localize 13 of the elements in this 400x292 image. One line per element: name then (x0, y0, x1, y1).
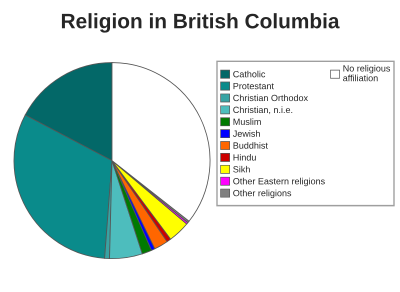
chart-title: Religion in British Columbia (62, 13, 340, 33)
legend-label: Sikh (233, 166, 250, 173)
legend-label: Catholic (233, 70, 266, 78)
legend-label: No religious affiliation (343, 64, 390, 82)
legend-label: Other religions (233, 190, 292, 198)
legend-label: Jewish (232, 130, 260, 137)
legend-label: Hindu (234, 154, 256, 161)
legend-label: Buddhist (234, 142, 268, 149)
legend-label: Muslim (234, 118, 261, 125)
legend-label: Christian Orthodox (233, 94, 308, 102)
legend-label: Protestant (234, 82, 274, 90)
legend-label: Christian, n.i.e. (233, 106, 292, 114)
legend-label: Other Eastern religions (233, 178, 325, 186)
